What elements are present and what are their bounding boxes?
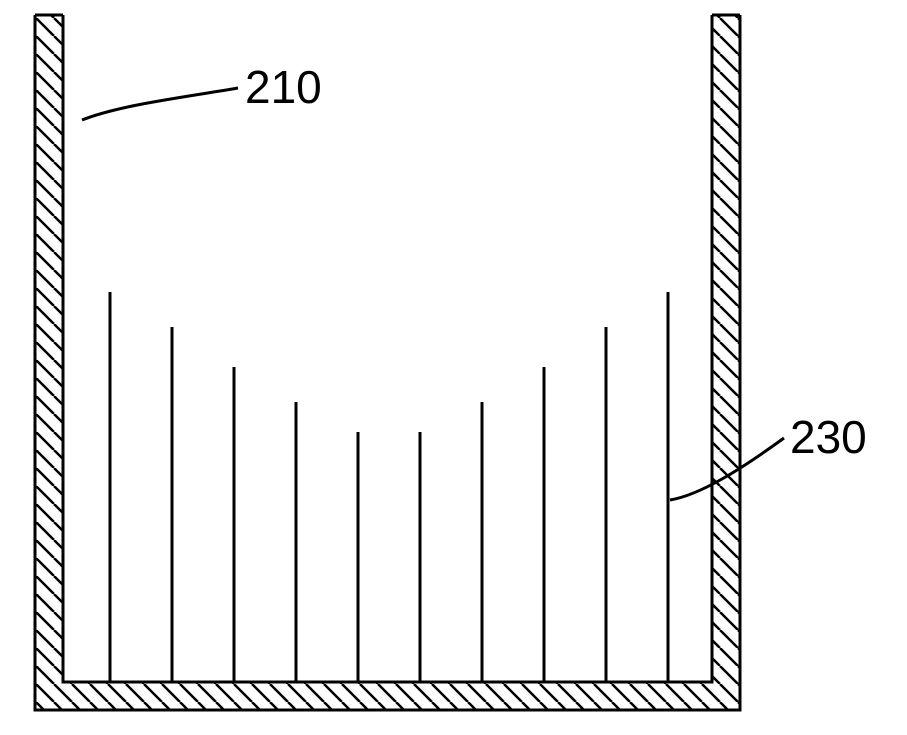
callout-label-230: 230 bbox=[790, 410, 867, 464]
container-vessel bbox=[35, 15, 740, 710]
callout-label-210: 210 bbox=[245, 60, 322, 114]
diagram-svg bbox=[0, 0, 907, 735]
diagram-canvas: 210 230 bbox=[0, 0, 907, 735]
